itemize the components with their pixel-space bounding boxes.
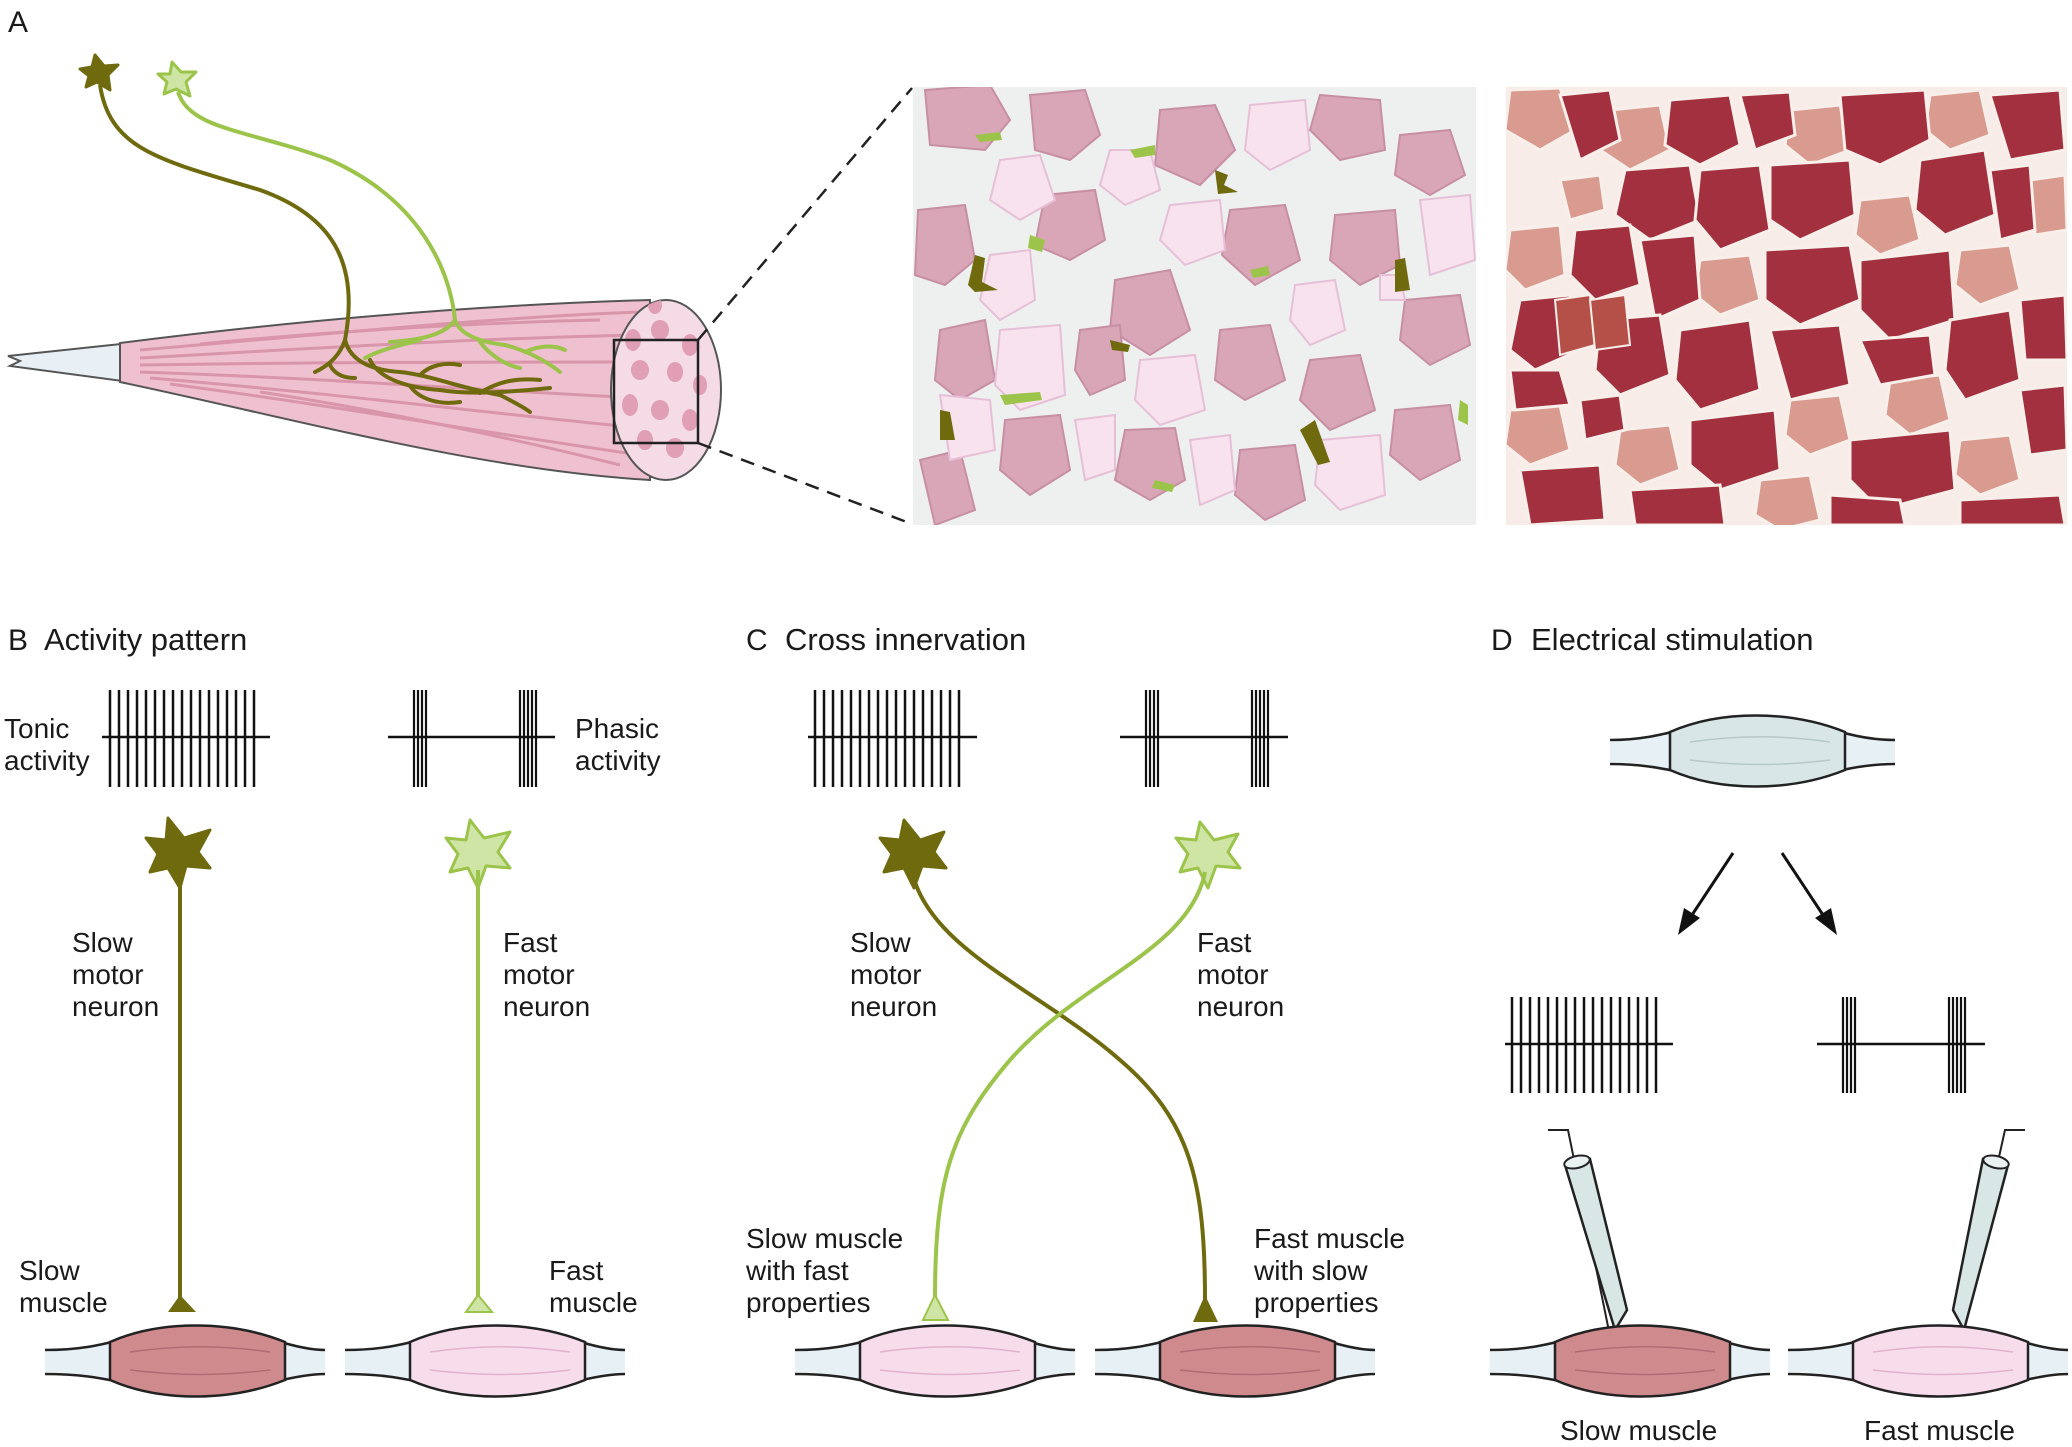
fast-terminal-c — [921, 1292, 950, 1321]
fast-muscle-d — [1787, 1324, 2069, 1398]
fast-muscle-slow-properties-label: Fast muscle with slow properties — [1253, 1223, 1413, 1318]
fast-axon-a — [176, 91, 457, 321]
slow-terminal-b — [168, 1295, 196, 1312]
dark-fibers — [1508, 88, 2067, 525]
muscle-bundle-drawing — [6, 298, 722, 482]
fast-neuron-soma-c — [1174, 820, 1242, 890]
tonic-spike-train-d — [1505, 997, 1673, 1093]
fast-motor-neuron-label-b: Fast motor neuron — [503, 927, 590, 1022]
schematic-slow-terminals — [940, 170, 1410, 465]
slow-neuron-b — [144, 816, 212, 1312]
neutral-muscle-d — [1609, 714, 1896, 788]
arrow-to-fast — [1780, 852, 1837, 935]
phasic-spike-train-d — [1817, 997, 1985, 1093]
fast-motor-neuron-label-c: Fast motor neuron — [1197, 927, 1284, 1022]
slow-neuron-soma-a — [78, 53, 120, 92]
intermediate-fibers — [1553, 293, 1632, 357]
phasic-spike-train-c — [1120, 690, 1288, 787]
phasic-spike-train-b — [388, 690, 555, 787]
tonic-spike-train-b — [102, 690, 270, 787]
slow-neuron-c — [878, 818, 1218, 1322]
fast-muscle-b — [344, 1324, 626, 1398]
slow-motor-neuron-label-b: Slow motor neuron — [72, 927, 159, 1022]
slow-terminal-c — [1193, 1295, 1218, 1322]
fast-axon-terminals-a — [363, 318, 567, 374]
panel-d-title: Electrical stimulation — [1531, 622, 1814, 657]
tonic-spike-train-c — [808, 690, 977, 787]
slow-motor-neuron-label-c: Slow motor neuron — [850, 927, 937, 1022]
fast-muscle-label-b: Fast muscle — [549, 1255, 638, 1318]
zoom-line-top — [697, 87, 913, 341]
slow-axon-c — [910, 871, 1207, 1301]
slow-muscle-label-b: Slow muscle — [19, 1255, 108, 1318]
fast-neuron-b — [444, 818, 512, 1313]
slow-muscle-label-d: Slow muscle — [1560, 1415, 1717, 1446]
tonic-activity-label: Tonic activity — [4, 713, 90, 776]
panel-a: A — [6, 6, 2067, 526]
phasic-activity-label: Phasic activity — [575, 713, 667, 776]
slow-muscle-fast-properties-label: Slow muscle with fast properties — [745, 1223, 911, 1318]
cross-section-schematic — [913, 87, 1476, 525]
panel-b-letter: B — [8, 624, 28, 657]
panel-c-title: Cross innervation — [785, 622, 1026, 657]
zoom-box — [612, 338, 700, 445]
panel-d: D Electrical stimulation — [1489, 622, 2069, 1446]
fast-axon-c — [933, 871, 1207, 1301]
panel-c-letter: C — [746, 624, 768, 657]
right-muscle-c — [1094, 1324, 1376, 1398]
arrow-to-slow — [1678, 852, 1735, 935]
fast-neuron-soma-a — [156, 60, 198, 98]
panel-b-title: Activity pattern — [44, 622, 247, 657]
light-fibers — [1506, 87, 2067, 525]
panel-a-letter: A — [8, 6, 28, 39]
left-electrode — [1548, 1129, 1629, 1347]
panel-c: C Cross innervation — [745, 622, 1413, 1398]
schematic-fibers — [913, 87, 1476, 525]
tendon — [6, 341, 131, 384]
fast-neuron-a — [156, 60, 567, 374]
slow-neuron-a — [78, 53, 552, 414]
muscle-fibers — [139, 310, 641, 467]
fast-muscle-label-d: Fast muscle — [1864, 1415, 2015, 1446]
slow-muscle-d — [1489, 1324, 1771, 1398]
slow-neuron-soma-c — [878, 818, 948, 890]
slow-axon-terminals-a — [313, 338, 552, 414]
panel-d-letter: D — [1491, 624, 1513, 657]
slow-muscle-b — [44, 1324, 326, 1398]
panel-b: B Activity pattern Tonic activity — [4, 622, 667, 1398]
schematic-fast-terminals — [975, 132, 1468, 492]
zoom-line-bottom — [697, 441, 913, 526]
stained-micrograph — [1506, 87, 2067, 525]
left-muscle-c — [794, 1324, 1076, 1398]
slow-axon-a — [98, 84, 351, 341]
fast-neuron-c — [921, 820, 1242, 1321]
fast-terminal-b — [464, 1293, 495, 1313]
right-electrode — [1951, 1129, 2025, 1347]
